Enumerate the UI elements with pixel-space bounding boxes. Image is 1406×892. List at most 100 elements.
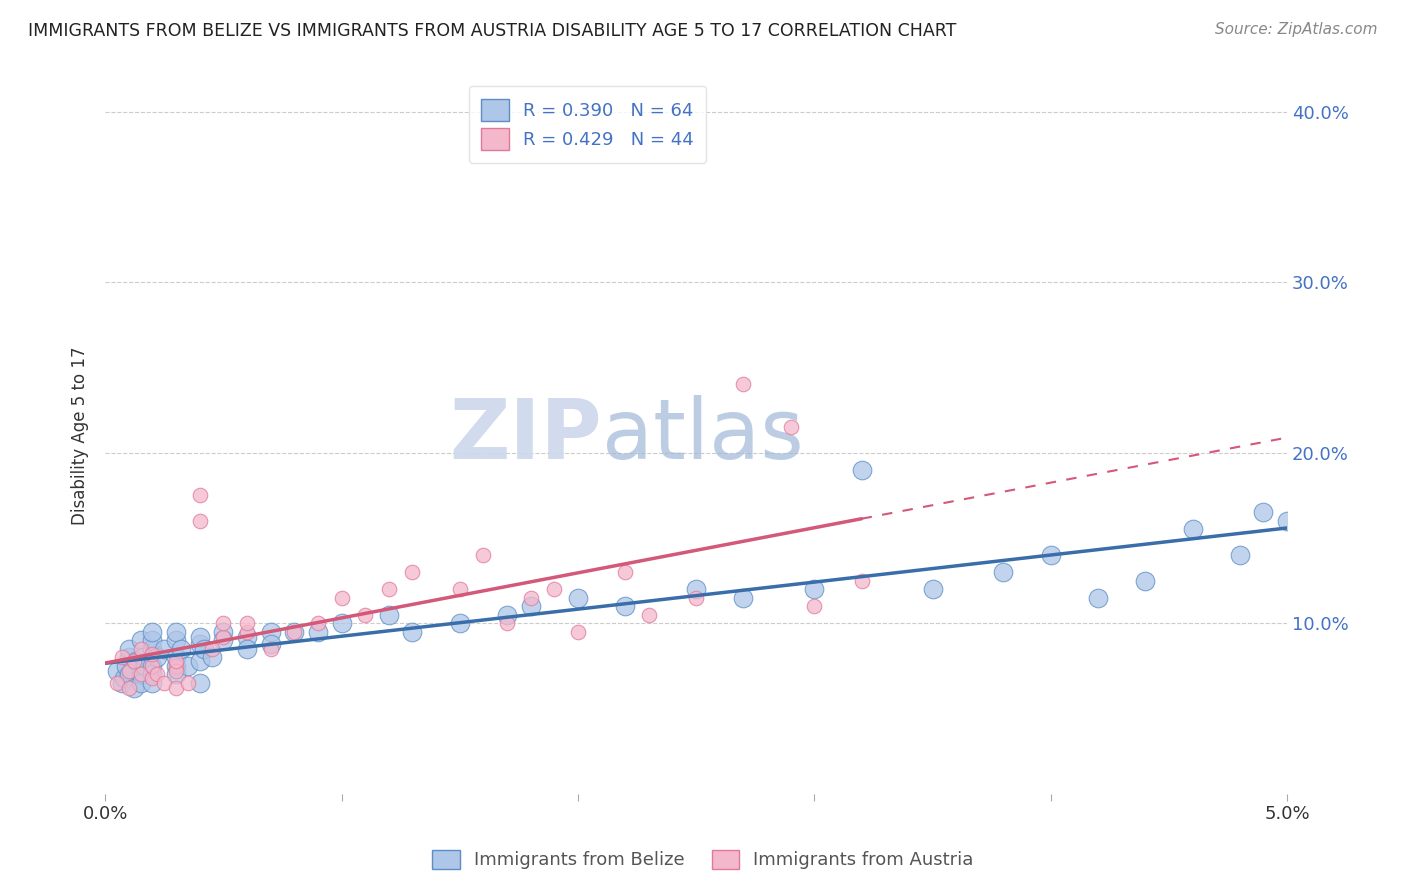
Immigrants from Austria	[165, 654, 187, 668]
Immigrants from Belize	[1229, 548, 1251, 562]
Immigrants from Belize	[132, 650, 155, 665]
Immigrants from Austria	[283, 624, 305, 639]
Immigrants from Belize	[170, 641, 193, 656]
Immigrants from Austria	[307, 616, 329, 631]
Immigrants from Austria	[188, 514, 211, 528]
Immigrants from Belize	[165, 667, 187, 681]
Immigrants from Austria	[236, 616, 259, 631]
Immigrants from Belize	[188, 630, 211, 644]
Immigrants from Belize	[614, 599, 637, 613]
Immigrants from Austria	[111, 650, 134, 665]
Immigrants from Austria	[803, 599, 825, 613]
Immigrants from Austria	[129, 641, 152, 656]
Immigrants from Austria	[165, 658, 187, 673]
Immigrants from Belize	[283, 624, 305, 639]
Immigrants from Belize	[993, 565, 1015, 579]
Immigrants from Austria	[236, 624, 259, 639]
Immigrants from Belize	[260, 624, 283, 639]
Immigrants from Belize	[134, 658, 156, 673]
Immigrants from Austria	[141, 647, 163, 661]
Immigrants from Austria	[401, 565, 423, 579]
Immigrants from Belize	[165, 633, 187, 648]
Immigrants from Austria	[685, 591, 707, 605]
Immigrants from Belize	[129, 676, 152, 690]
Immigrants from Belize	[851, 463, 873, 477]
Immigrants from Belize	[141, 667, 163, 681]
Text: atlas: atlas	[602, 395, 803, 476]
Immigrants from Austria	[330, 591, 353, 605]
Immigrants from Austria	[378, 582, 401, 596]
Immigrants from Belize	[188, 676, 211, 690]
Immigrants from Austria	[733, 377, 755, 392]
Immigrants from Belize	[188, 654, 211, 668]
Immigrants from Belize	[212, 624, 235, 639]
Immigrants from Austria	[212, 616, 235, 631]
Immigrants from Belize	[1087, 591, 1109, 605]
Immigrants from Belize	[141, 624, 163, 639]
Immigrants from Austria	[614, 565, 637, 579]
Immigrants from Belize	[141, 676, 163, 690]
Immigrants from Belize	[141, 658, 163, 673]
Immigrants from Belize	[496, 607, 519, 622]
Immigrants from Austria	[141, 671, 163, 685]
Immigrants from Austria	[496, 616, 519, 631]
Immigrants from Belize	[115, 658, 138, 673]
Legend: Immigrants from Belize, Immigrants from Austria: Immigrants from Belize, Immigrants from …	[423, 841, 983, 879]
Immigrants from Belize	[141, 633, 163, 648]
Immigrants from Belize	[236, 641, 259, 656]
Immigrants from Belize	[733, 591, 755, 605]
Immigrants from Belize	[105, 664, 128, 678]
Immigrants from Austria	[118, 664, 141, 678]
Immigrants from Austria	[519, 591, 541, 605]
Immigrants from Belize	[307, 624, 329, 639]
Immigrants from Belize	[141, 641, 163, 656]
Immigrants from Belize	[122, 681, 145, 695]
Immigrants from Belize	[111, 676, 134, 690]
Immigrants from Belize	[1039, 548, 1062, 562]
Immigrants from Belize	[567, 591, 589, 605]
Text: Source: ZipAtlas.com: Source: ZipAtlas.com	[1215, 22, 1378, 37]
Immigrants from Belize	[212, 633, 235, 648]
Immigrants from Belize	[1253, 505, 1275, 519]
Immigrants from Belize	[125, 654, 148, 668]
Immigrants from Belize	[685, 582, 707, 596]
Immigrants from Belize	[118, 667, 141, 681]
Immigrants from Austria	[165, 681, 187, 695]
Immigrants from Belize	[401, 624, 423, 639]
Immigrants from Austria	[141, 658, 163, 673]
Immigrants from Austria	[153, 676, 176, 690]
Immigrants from Belize	[165, 658, 187, 673]
Immigrants from Belize	[200, 650, 222, 665]
Immigrants from Austria	[567, 624, 589, 639]
Immigrants from Belize	[803, 582, 825, 596]
Immigrants from Belize	[519, 599, 541, 613]
Immigrants from Belize	[188, 637, 211, 651]
Immigrants from Belize	[193, 641, 215, 656]
Immigrants from Belize	[1181, 522, 1204, 536]
Immigrants from Austria	[543, 582, 565, 596]
Immigrants from Austria	[188, 488, 211, 502]
Immigrants from Austria	[122, 654, 145, 668]
Immigrants from Belize	[330, 616, 353, 631]
Immigrants from Austria	[118, 681, 141, 695]
Immigrants from Austria	[212, 630, 235, 644]
Text: IMMIGRANTS FROM BELIZE VS IMMIGRANTS FROM AUSTRIA DISABILITY AGE 5 TO 17 CORRELA: IMMIGRANTS FROM BELIZE VS IMMIGRANTS FRO…	[28, 22, 956, 40]
Immigrants from Austria	[638, 607, 661, 622]
Immigrants from Belize	[1135, 574, 1157, 588]
Immigrants from Belize	[165, 650, 187, 665]
Immigrants from Belize	[129, 667, 152, 681]
Immigrants from Belize	[112, 671, 135, 685]
Immigrants from Austria	[260, 641, 283, 656]
Immigrants from Austria	[177, 676, 200, 690]
Immigrants from Belize	[236, 630, 259, 644]
Immigrants from Belize	[177, 658, 200, 673]
Immigrants from Belize	[378, 607, 401, 622]
Immigrants from Austria	[200, 641, 222, 656]
Immigrants from Austria	[449, 582, 471, 596]
Immigrants from Belize	[153, 641, 176, 656]
Immigrants from Belize	[129, 633, 152, 648]
Immigrants from Belize	[146, 650, 169, 665]
Immigrants from Belize	[449, 616, 471, 631]
Immigrants from Belize	[260, 637, 283, 651]
Immigrants from Austria	[779, 420, 801, 434]
